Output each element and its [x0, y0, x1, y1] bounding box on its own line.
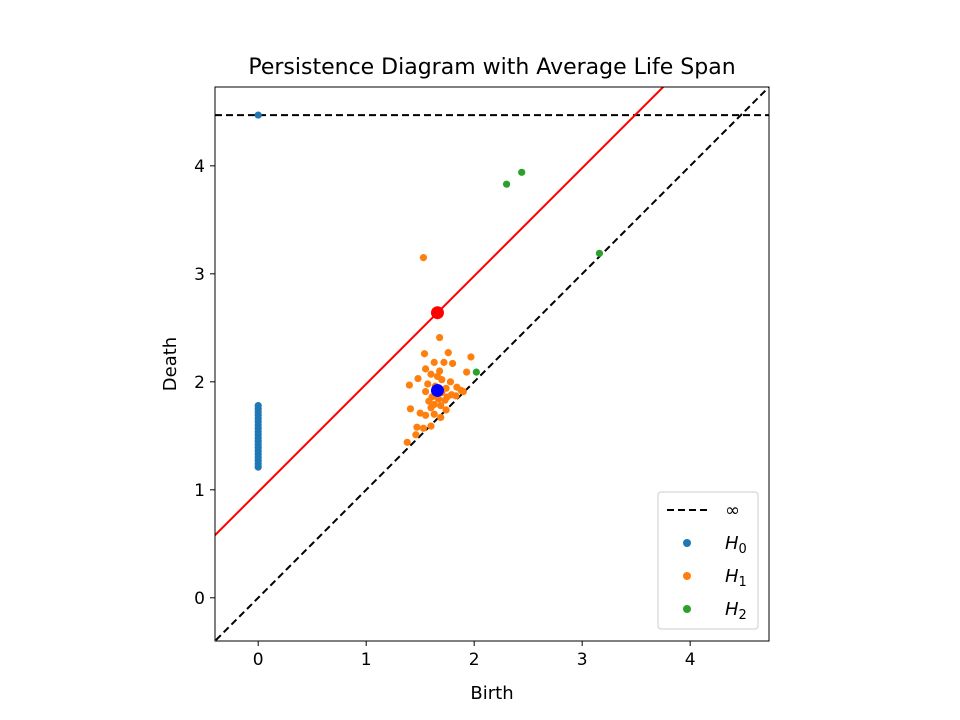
point-h1	[452, 392, 460, 400]
point-h1	[463, 368, 471, 376]
y-tick-label: 1	[194, 481, 205, 501]
point-h1	[420, 350, 429, 358]
y-tick-label: 0	[194, 589, 205, 609]
point-h1	[444, 349, 452, 357]
average-life-span-line	[215, 87, 665, 537]
y-tick-label: 3	[194, 265, 205, 285]
point-h0	[254, 111, 262, 119]
point-h1	[424, 380, 432, 388]
plot-area	[214, 86, 770, 642]
legend-swatch-point	[683, 572, 691, 580]
x-tick-label: 4	[685, 650, 696, 670]
legend-swatch-point	[683, 605, 691, 613]
x-tick-label: 1	[361, 650, 372, 670]
point-h1	[421, 365, 430, 373]
point-h2	[595, 249, 604, 257]
point-h1	[421, 387, 430, 396]
point-h1	[406, 405, 415, 413]
point-h1	[430, 410, 438, 418]
point-h1	[419, 424, 428, 432]
average-marker-0	[430, 306, 444, 320]
point-h1	[436, 367, 444, 375]
legend-box	[657, 491, 759, 630]
point-h1	[448, 359, 457, 368]
point-h1	[405, 381, 413, 389]
point-h1	[427, 422, 435, 430]
legend-entry-label: ∞	[725, 500, 740, 521]
point-h2	[518, 168, 526, 176]
x-tick-label: 0	[253, 650, 264, 670]
plot-frame	[214, 86, 770, 642]
x-tick-label: 3	[577, 650, 588, 670]
x-axis-label: Birth	[470, 683, 513, 704]
x-tick-label: 2	[469, 650, 480, 670]
point-h1	[467, 353, 475, 361]
point-h1	[436, 333, 444, 342]
point-h1	[427, 404, 435, 412]
point-h1	[438, 376, 446, 384]
point-h1	[419, 254, 428, 262]
data-points	[254, 111, 604, 471]
point-h1	[427, 370, 435, 378]
point-h1	[459, 387, 467, 396]
point-h1	[440, 358, 448, 366]
point-h1	[412, 431, 420, 439]
point-h1	[437, 401, 445, 410]
chart-title: Persistence Diagram with Average Life Sp…	[248, 55, 735, 80]
reference-lines	[215, 87, 769, 641]
point-h1	[421, 411, 430, 419]
point-h1	[446, 378, 455, 386]
point-h1	[416, 409, 424, 417]
point-h1	[442, 406, 450, 414]
average-marker-1	[430, 383, 444, 397]
summary-markers	[430, 306, 444, 397]
y-axis: 0 1 2 3 4	[194, 157, 215, 609]
point-h1	[425, 397, 433, 405]
point-h1	[443, 393, 451, 401]
legend-swatch-point	[683, 539, 691, 547]
point-h1	[437, 413, 445, 422]
y-tick-label: 2	[194, 373, 205, 393]
point-h2	[472, 368, 480, 376]
point-h1	[413, 423, 421, 431]
point-h0	[254, 401, 262, 410]
x-axis: 0 1 2 3 4	[253, 641, 696, 670]
diagonal-line	[215, 87, 769, 641]
y-axis-label: Death	[160, 337, 181, 391]
point-h1	[403, 438, 411, 446]
y-tick-label: 4	[194, 157, 205, 177]
point-h2	[502, 180, 511, 188]
point-h1	[414, 374, 422, 383]
point-h1	[430, 358, 438, 366]
